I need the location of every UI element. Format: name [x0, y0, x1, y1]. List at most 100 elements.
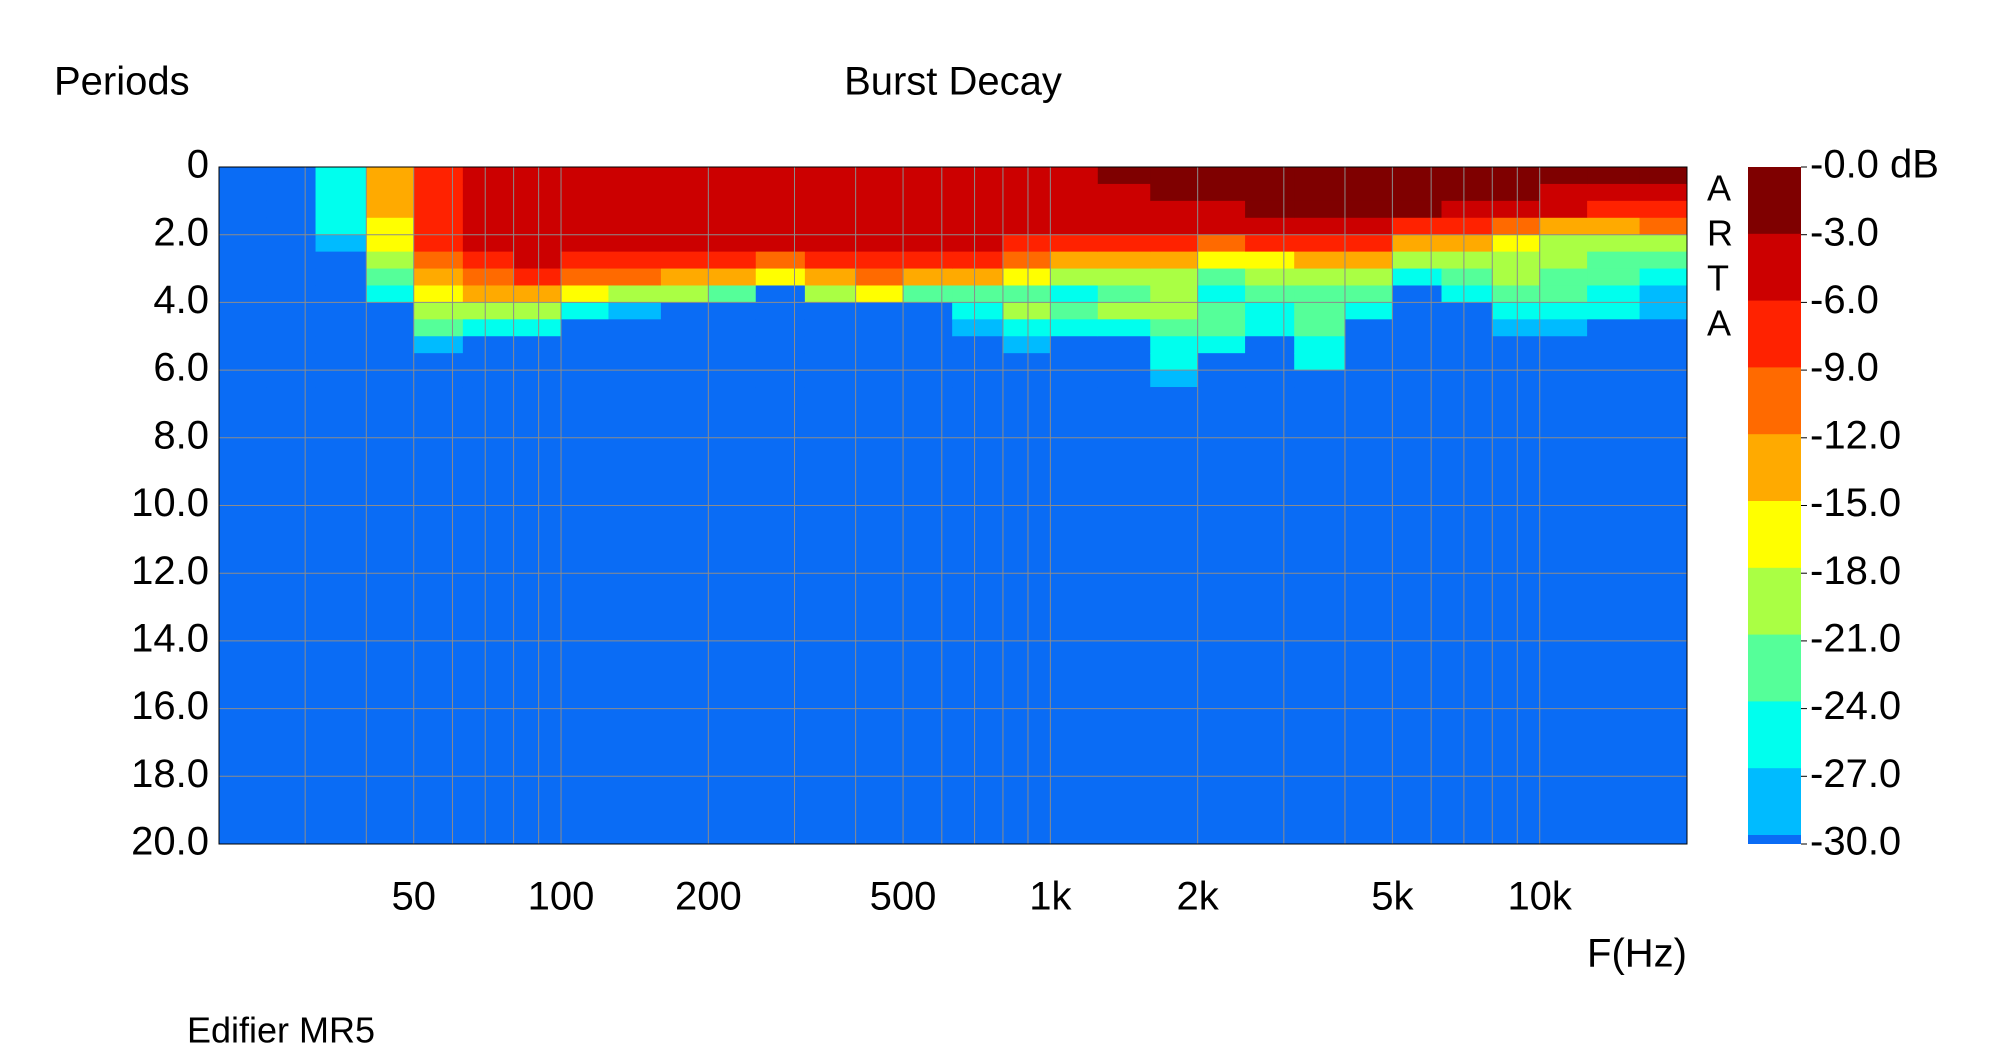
heat-cell: [1245, 319, 1295, 337]
heat-cell: [1002, 167, 1051, 185]
chart-title: Burst Decay: [844, 60, 1062, 104]
heat-cell: [1587, 336, 1641, 354]
heat-cell: [1050, 336, 1099, 354]
heat-cell: [1245, 353, 1295, 371]
heat-cell: [1392, 336, 1443, 354]
colorbar-label: -3.0: [1810, 210, 1879, 254]
heat-cell: [755, 370, 806, 388]
heat-cell: [855, 251, 904, 270]
heat-cell: [462, 302, 515, 320]
heat-cell: [1344, 183, 1393, 202]
heat-cell: [1294, 336, 1346, 354]
colorbar-band: [1748, 768, 1801, 836]
heat-cell: [1492, 217, 1541, 236]
x-tick-label: 200: [675, 875, 742, 919]
heat-cell: [413, 183, 464, 202]
heat-cell: [804, 353, 857, 371]
colorbar-band: [1748, 300, 1801, 368]
heat-cell: [708, 387, 757, 405]
heat-cell: [660, 167, 709, 185]
heat-cell: [1587, 285, 1641, 303]
heat-cell: [855, 285, 904, 303]
heat-cell: [1050, 251, 1099, 270]
heat-cell: [804, 167, 857, 185]
heat-cell: [804, 336, 857, 354]
heat-cell: [1539, 251, 1588, 270]
heat-cell: [855, 302, 904, 320]
heat-cell: [1294, 387, 1346, 405]
heat-cell: [366, 200, 415, 219]
heat-cell: [1197, 302, 1246, 320]
heat-cell: [804, 285, 857, 303]
heat-cell: [1002, 302, 1051, 320]
heat-cell: [952, 353, 1004, 371]
heat-cell: [219, 167, 267, 185]
heat-cell: [1441, 251, 1493, 270]
heat-cell: [755, 183, 806, 202]
heat-cell: [1197, 217, 1246, 236]
heat-cell: [266, 336, 317, 354]
colorbar-band: [1748, 233, 1801, 302]
heat-cell: [1050, 319, 1099, 337]
heat-cell: [1150, 353, 1199, 371]
heat-cell: [513, 167, 562, 185]
heat-cell: [608, 217, 662, 236]
colorbar-label: -6.0: [1810, 278, 1879, 322]
heat-cell: [1150, 217, 1199, 236]
heat-cell: [266, 268, 317, 286]
heat-cell: [608, 285, 662, 303]
heat-cell: [1587, 353, 1641, 371]
heat-cell: [1441, 353, 1493, 371]
heat-cell: [1492, 234, 1541, 253]
x-tick-label: 5k: [1371, 875, 1414, 919]
heat-cell: [1441, 387, 1493, 405]
heat-cell: [952, 268, 1004, 286]
heat-cell: [855, 353, 904, 371]
heat-cell: [1392, 234, 1443, 253]
heat-cell: [1587, 183, 1641, 202]
heat-cell: [1050, 302, 1099, 320]
heat-cell: [1150, 285, 1199, 303]
heat-cell: [462, 319, 515, 337]
colorbar-band: [1748, 501, 1801, 569]
heat-cell: [1002, 200, 1051, 219]
heat-cell: [1344, 285, 1393, 303]
heat-cell: [1392, 319, 1443, 337]
heat-cell: [366, 302, 415, 320]
heat-cell: [755, 302, 806, 320]
heat-cell: [660, 251, 709, 270]
heat-cell: [1245, 183, 1295, 202]
y-tick-label: 16.0: [131, 684, 209, 728]
heat-cell: [462, 285, 515, 303]
heat-cell: [1245, 200, 1295, 219]
heat-cell: [1344, 268, 1393, 286]
heat-cell: [1294, 217, 1346, 236]
plot-border: [218, 166, 1688, 845]
heat-cell: [855, 167, 904, 185]
heat-cell: [1539, 234, 1588, 253]
heat-cell: [1492, 319, 1541, 337]
heat-cell: [708, 319, 757, 337]
heat-cell: [513, 200, 562, 219]
heat-cell: [1539, 268, 1588, 286]
heat-cell: [1197, 167, 1246, 185]
heat-cell: [219, 387, 267, 405]
heat-cell: [266, 387, 317, 405]
heat-cell: [413, 251, 464, 270]
heat-cell: [608, 268, 662, 286]
heat-cell: [855, 387, 904, 405]
y-axis-label: Periods: [54, 60, 190, 104]
heat-cell: [660, 200, 709, 219]
heat-cell: [608, 353, 662, 371]
heat-cell: [561, 234, 609, 253]
heat-cell: [1539, 183, 1588, 202]
heat-cell: [1492, 285, 1541, 303]
heat-cell: [708, 234, 757, 253]
heat-cell: [608, 370, 662, 388]
heat-cell: [1344, 370, 1393, 388]
heat-cell: [608, 251, 662, 270]
heat-cell: [903, 285, 953, 303]
heat-cell: [708, 268, 757, 286]
heat-cell: [266, 183, 317, 202]
